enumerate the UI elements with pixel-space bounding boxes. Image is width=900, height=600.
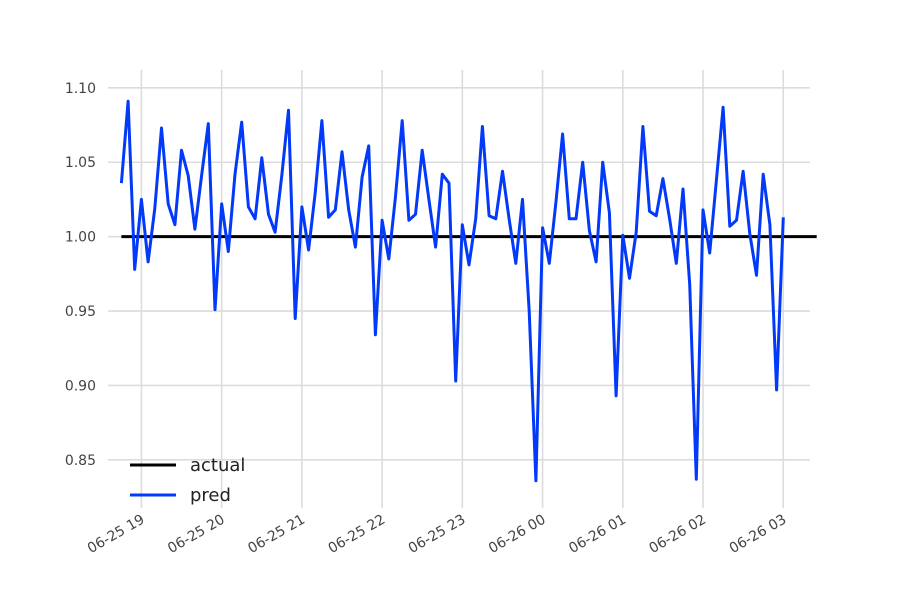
x-tick-label: 06-25 19 [85, 512, 148, 557]
y-tick-label: 0.95 [65, 304, 96, 320]
x-tick-label: 06-26 03 [727, 512, 790, 557]
legend-label-actual: actual [190, 455, 245, 476]
y-tick-label: 1.00 [65, 230, 96, 246]
x-tick-label: 06-25 21 [245, 512, 308, 557]
plot-area [119, 99, 817, 483]
x-axis: 06-25 19 06-25 20 06-25 21 06-25 22 06-2… [85, 512, 789, 557]
x-tick-label: 06-25 23 [406, 512, 469, 557]
y-tick-label: 0.90 [65, 378, 96, 394]
x-tick-label: 06-26 00 [486, 512, 549, 557]
series-line-pred [119, 99, 785, 483]
x-tick-label: 06-26 01 [566, 512, 629, 557]
y-tick-label: 0.85 [65, 453, 96, 469]
legend-label-pred: pred [190, 485, 231, 506]
y-tick-label: 1.05 [65, 155, 96, 171]
x-tick-label: 06-25 22 [326, 512, 389, 557]
y-axis: 0.85 0.90 0.95 1.00 1.05 1.10 [65, 81, 96, 469]
x-tick-label: 06-25 20 [165, 512, 228, 557]
x-tick-label: 06-26 02 [647, 512, 710, 557]
legend: actual pred [130, 455, 245, 506]
y-tick-label: 1.10 [65, 81, 96, 97]
